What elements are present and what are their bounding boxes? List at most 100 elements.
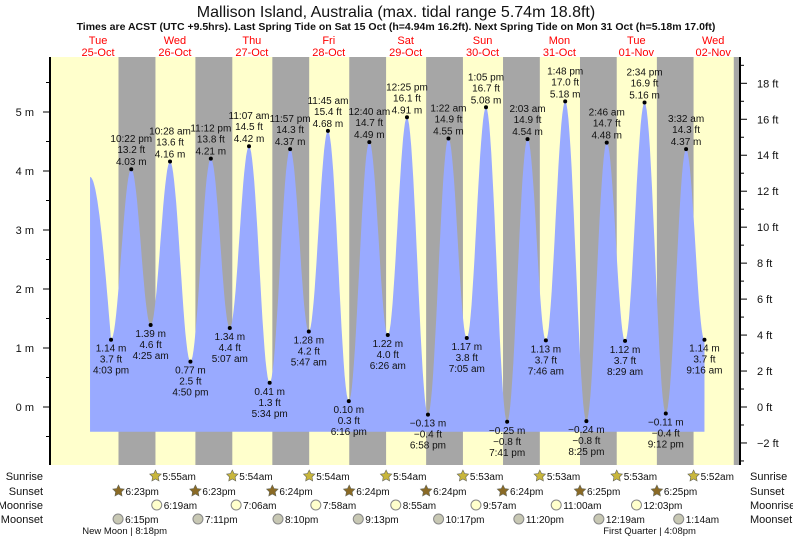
sunrise-time: 5:53am	[547, 472, 580, 483]
high-tide-m: 4.55 m	[433, 127, 464, 138]
high-tide-ft: 16.1 ft	[393, 93, 421, 104]
low-tide-ft: 3.8 ft	[456, 353, 478, 364]
low-tide-ft: 4.2 ft	[298, 346, 320, 357]
moonrise-time: 7:06am	[243, 501, 276, 512]
sunrise-icon	[533, 469, 547, 482]
high-tide-time: 12:40 am	[348, 107, 390, 118]
low-tide-ft: 3.7 ft	[614, 356, 636, 367]
moonrise-time: 11:00am	[563, 501, 601, 512]
moonset-time: 8:10pm	[285, 515, 318, 526]
low-tide-time: 8:29 am	[607, 367, 643, 378]
low-tide-ft: −0.4 ft	[652, 428, 680, 439]
sunset-time: 6:25pm	[587, 487, 620, 498]
tide-point-high	[288, 147, 293, 152]
tide-point-low	[227, 325, 232, 330]
sunset-time: 6:25pm	[664, 487, 697, 498]
sunrise-time: 5:53am	[624, 472, 657, 483]
tide-area	[90, 101, 705, 432]
low-tide-time: 4:50 pm	[172, 388, 208, 399]
right-tick-label: 18 ft	[757, 78, 778, 90]
low-tide-time: 5:47 am	[291, 357, 327, 368]
tide-point-high	[129, 167, 134, 172]
right-tick-label: 8 ft	[757, 258, 772, 270]
high-tide-m: 4.42 m	[234, 134, 265, 145]
day-label-date: 26-Oct	[158, 47, 191, 59]
right-tick-label: 6 ft	[757, 294, 772, 306]
moonrise-icon	[230, 499, 242, 511]
tide-point-low	[385, 333, 390, 338]
moonrise-time: 7:58am	[323, 501, 356, 512]
moonset-icon	[272, 513, 284, 525]
day-label-date: 01-Nov	[619, 47, 655, 59]
tide-point-high	[642, 100, 647, 105]
high-tide-m: 4.37 m	[275, 137, 306, 148]
sunrise-icon	[225, 469, 239, 482]
moonset-time: 7:11pm	[205, 515, 238, 526]
low-tide-m: 1.28 m	[294, 335, 325, 346]
low-tide-ft: 3.7 ft	[100, 355, 122, 366]
moonrise-icon	[310, 499, 322, 511]
tide-point-low	[188, 359, 193, 364]
high-tide-time: 12:25 pm	[386, 82, 428, 93]
low-tide-m: 0.77 m	[175, 366, 206, 377]
low-tide-ft: 0.3 ft	[338, 416, 360, 427]
sunrise-icon	[456, 469, 470, 482]
moonset-row-label-left: Moonset	[1, 514, 43, 526]
tide-point-high	[563, 99, 568, 104]
moonset-time: 11:20pm	[526, 515, 564, 526]
low-tide-m: 1.12 m	[610, 345, 641, 356]
low-tide-m: 1.17 m	[451, 342, 482, 353]
night-band	[733, 57, 740, 465]
high-tide-ft: 15.4 ft	[314, 107, 342, 118]
day-label-dow: Wed	[702, 35, 724, 47]
high-tide-ft: 16.7 ft	[472, 83, 500, 94]
high-tide-ft: 13.8 ft	[197, 135, 225, 146]
sunset-time: 6:24pm	[279, 487, 312, 498]
tide-point-low	[109, 337, 114, 342]
moonrise-row-label-left: Moonrise	[0, 500, 43, 512]
left-tick-label: 5 m	[16, 107, 34, 119]
tide-point-low	[584, 419, 589, 424]
high-tide-m: 4.03 m	[116, 157, 147, 168]
left-tick-label: 2 m	[16, 284, 34, 296]
tide-point-high	[525, 137, 530, 142]
moonrise-icon	[630, 499, 642, 511]
right-tick-label: 4 ft	[757, 330, 772, 342]
tide-point-low	[464, 335, 469, 340]
high-tide-m: 4.91 m	[392, 105, 423, 116]
moonset-icon	[352, 513, 364, 525]
moonset-time: 6:15pm	[125, 515, 158, 526]
tide-point-low	[148, 322, 153, 327]
day-label-dow: Wed	[164, 35, 186, 47]
low-tide-m: 1.22 m	[373, 339, 404, 350]
tide-point-high	[684, 147, 689, 152]
left-tick-label: 0 m	[16, 402, 34, 414]
high-tide-ft: 16.9 ft	[631, 79, 659, 90]
low-tide-m: −0.25 m	[489, 426, 525, 437]
high-tide-ft: 14.5 ft	[235, 122, 263, 133]
tide-point-low	[267, 380, 272, 385]
low-tide-ft: 4.4 ft	[219, 343, 241, 354]
moonset-icon	[673, 513, 685, 525]
low-tide-time: 5:07 am	[212, 354, 248, 365]
high-tide-time: 11:57 pm	[270, 114, 311, 125]
day-label-date: 31-Oct	[543, 47, 576, 59]
moonrise-icon	[390, 499, 402, 511]
high-tide-m: 5.16 m	[629, 91, 660, 102]
high-tide-time: 2:03 am	[509, 104, 545, 115]
tide-point-low	[505, 419, 510, 424]
high-tide-time: 1:05 pm	[468, 72, 504, 83]
day-label-date: 25-Oct	[82, 47, 115, 59]
day-label-dow: Tue	[89, 35, 108, 47]
sunset-icon	[419, 484, 433, 497]
tide-point-low	[543, 338, 548, 343]
low-tide-m: −0.24 m	[568, 425, 604, 436]
left-tick-label: 4 m	[16, 166, 34, 178]
day-label-date: 29-Oct	[389, 47, 422, 59]
high-tide-m: 4.37 m	[671, 137, 702, 148]
low-tide-ft: −0.4 ft	[414, 430, 442, 441]
low-tide-ft: 4.0 ft	[377, 350, 399, 361]
low-tide-m: 1.34 m	[214, 332, 245, 343]
tide-point-high	[404, 115, 409, 120]
